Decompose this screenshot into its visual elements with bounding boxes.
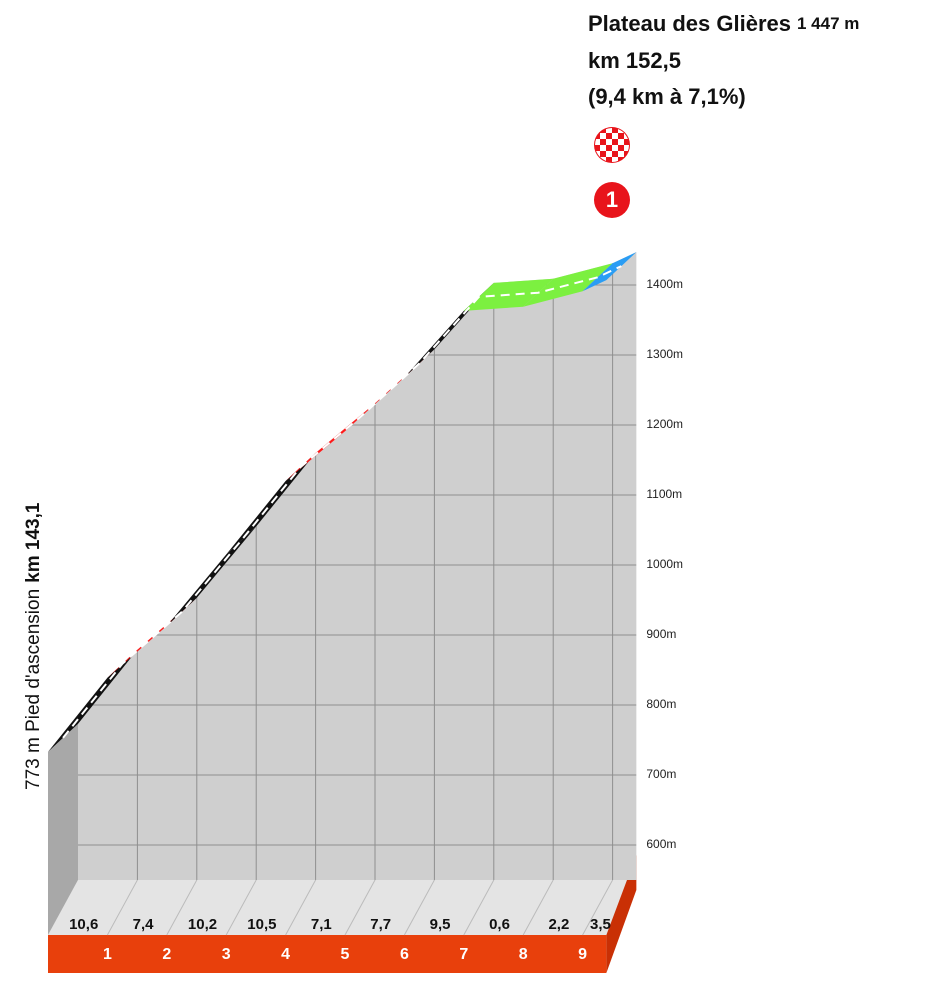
checker-square xyxy=(624,157,629,162)
gradient-label: 10,6 xyxy=(69,916,98,933)
floor-line xyxy=(106,879,138,936)
checker-square xyxy=(606,128,612,133)
category-badge xyxy=(594,182,630,218)
summit-name: Plateau des Glières xyxy=(588,11,791,36)
floor-line xyxy=(225,879,257,936)
gradient-segment xyxy=(226,453,316,555)
km-label: 7 xyxy=(459,946,468,963)
km-label: 6 xyxy=(400,946,409,963)
km-label: 1 xyxy=(103,946,112,963)
start-label: 773 m Pied d'ascension km 143,1 xyxy=(23,502,44,790)
gradient-label: 7,7 xyxy=(370,916,391,933)
floor-line xyxy=(522,879,554,936)
start-text: 773 m Pied d'ascension xyxy=(23,589,44,790)
y-tick-label: 600m xyxy=(646,837,676,851)
y-tick-label: 1100m xyxy=(646,487,682,501)
gradient-label: 10,5 xyxy=(247,916,276,933)
floor-line xyxy=(344,879,376,936)
checker-square xyxy=(606,139,612,145)
profile: 600m 700m 800m 900m 1000m 1100m 1200m 1300m 1400… xyxy=(48,252,683,973)
floor-line xyxy=(403,879,435,936)
checker-square xyxy=(600,133,606,139)
gradient-label: 7,1 xyxy=(311,916,332,933)
checker-square xyxy=(595,139,600,145)
km-label: 8 xyxy=(519,946,528,963)
summit-altitude: 1 447 m xyxy=(797,14,859,33)
floor-line xyxy=(463,879,495,936)
y-tick-label: 1200m xyxy=(646,417,683,431)
y-tick-label: 700m xyxy=(646,767,676,781)
y-tick-label: 1400m xyxy=(646,277,683,291)
floor-line xyxy=(582,879,614,936)
gradient-label: 9,5 xyxy=(430,916,451,933)
checker-square xyxy=(618,151,624,157)
gradient-label: 2,2 xyxy=(548,916,569,933)
km-label: 2 xyxy=(162,946,171,963)
checker-square xyxy=(606,151,612,157)
checker-square xyxy=(624,145,629,151)
ground-bar xyxy=(48,935,607,973)
y-tick-label: 800m xyxy=(646,697,676,711)
checker-square xyxy=(600,145,606,151)
gradient-label: 10,2 xyxy=(188,916,217,933)
finish-icon xyxy=(594,127,630,163)
ground-side xyxy=(606,855,637,973)
km-label: 9 xyxy=(578,946,587,963)
checker-square xyxy=(595,128,600,133)
y-tick-label: 1000m xyxy=(646,557,683,571)
gradient-segment xyxy=(166,526,257,626)
km-label: 4 xyxy=(281,946,290,963)
category-label: 1 xyxy=(606,187,618,212)
floor-line xyxy=(285,879,317,936)
gradient-label: 7,4 xyxy=(133,916,155,933)
floor xyxy=(48,880,637,935)
y-tick-label: 900m xyxy=(646,627,676,641)
gradient-label: 0,6 xyxy=(489,916,510,933)
dash-line xyxy=(62,265,622,739)
start-km: km 143,1 xyxy=(23,502,44,583)
km-label: 3 xyxy=(222,946,231,963)
checker-square xyxy=(618,139,624,145)
front-face xyxy=(48,723,78,935)
km-label: 5 xyxy=(341,946,350,963)
checker-square xyxy=(612,133,618,139)
summit-title: Plateau des Glières 1 447 m xyxy=(588,11,859,36)
profile-area xyxy=(78,252,637,881)
summit-km: km 152,5 xyxy=(588,48,681,73)
floor-line xyxy=(166,879,198,936)
gradient-label: 3,5 xyxy=(590,916,611,933)
y-tick-label: 1300m xyxy=(646,347,683,361)
gradient-segment xyxy=(285,403,375,481)
climb-summary: (9,4 km à 7,1%) xyxy=(588,84,746,109)
checker-square xyxy=(612,157,618,162)
checker-square xyxy=(612,145,618,151)
